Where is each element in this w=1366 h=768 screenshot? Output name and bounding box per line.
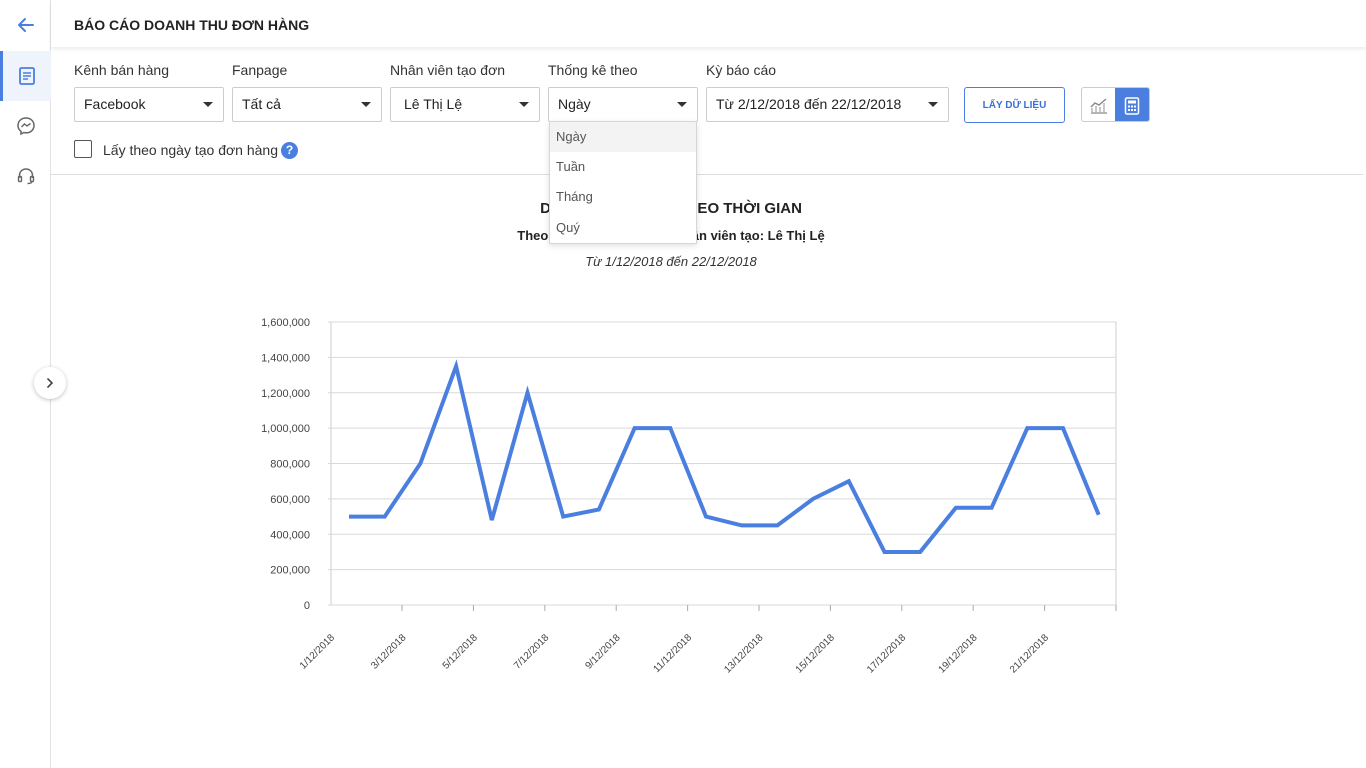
x-tick-label: 9/12/2018 — [583, 632, 623, 672]
caret-down-icon — [361, 102, 371, 107]
group-by-option-day[interactable]: Ngày — [550, 122, 696, 152]
employee-select[interactable]: Lê Thị Lệ — [390, 87, 540, 122]
table-view-button[interactable] — [1115, 88, 1149, 121]
calculator-icon — [1124, 96, 1140, 115]
divider — [51, 174, 1363, 175]
x-tick-label: 1/12/2018 — [298, 632, 338, 672]
page-header: BÁO CÁO DOANH THU ĐƠN HÀNG — [51, 0, 1366, 47]
fanpage-select[interactable]: Tất cả — [232, 87, 382, 122]
x-tick-label: 19/12/2018 — [937, 632, 980, 675]
group-by-value: Ngày — [558, 96, 591, 112]
period-label: Kỳ báo cáo — [706, 62, 777, 78]
y-tick-label: 600,000 — [270, 494, 310, 506]
y-tick-label: 800,000 — [270, 459, 310, 471]
channel-label: Kênh bán hàng — [74, 62, 169, 78]
by-created-date-label: Lấy theo ngày tạo đơn hàng — [103, 142, 278, 158]
chart-date-range: Từ 1/12/2018 đến 22/12/2018 — [585, 254, 757, 269]
x-tick-label: 21/12/2018 — [1008, 632, 1051, 675]
y-tick-label: 1,000,000 — [261, 423, 310, 435]
chart-subtitle-right: hân viên tạo: Lê Thị Lệ — [683, 228, 825, 243]
group-by-option-quarter[interactable]: Quý — [556, 220, 580, 235]
channel-select[interactable]: Facebook — [74, 87, 224, 122]
page-title: BÁO CÁO DOANH THU ĐƠN HÀNG — [74, 17, 310, 33]
group-by-select[interactable]: Ngày — [548, 87, 698, 122]
y-tick-label: 200,000 — [270, 565, 310, 577]
sidebar-item-report[interactable] — [0, 51, 51, 101]
document-icon — [19, 67, 35, 85]
chevron-right-icon — [47, 378, 54, 388]
period-value: Từ 2/12/2018 đến 22/12/2018 — [716, 96, 902, 112]
sidebar-item-support[interactable] — [0, 151, 51, 201]
messenger-icon — [16, 117, 35, 136]
group-by-option-week[interactable]: Tuần — [556, 159, 586, 174]
fanpage-label: Fanpage — [232, 62, 288, 78]
x-tick-label: 5/12/2018 — [441, 632, 481, 672]
channel-value: Facebook — [84, 96, 146, 112]
y-tick-label: 1,400,000 — [261, 352, 310, 364]
x-tick-label: 11/12/2018 — [651, 632, 694, 675]
group-by-option-month[interactable]: Tháng — [556, 189, 593, 204]
x-tick-label: 3/12/2018 — [369, 632, 409, 672]
expand-sidebar-button[interactable] — [34, 367, 66, 399]
group-by-dropdown: Ngày Tuần Tháng Quý — [549, 121, 697, 244]
headset-icon — [17, 168, 34, 185]
back-button[interactable] — [0, 0, 51, 50]
period-select[interactable]: Từ 2/12/2018 đến 22/12/2018 — [706, 87, 949, 122]
y-tick-label: 400,000 — [270, 529, 310, 541]
x-tick-label: 17/12/2018 — [865, 632, 908, 675]
x-tick-label: 13/12/2018 — [722, 632, 765, 675]
arrow-left-icon — [17, 18, 34, 32]
y-tick-label: 0 — [304, 600, 310, 612]
employee-value: Lê Thị Lệ — [404, 96, 463, 112]
chart-title-right: THEO THỜI GIAN — [677, 200, 802, 217]
by-created-date-checkbox[interactable] — [74, 140, 92, 158]
help-icon[interactable]: ? — [281, 142, 298, 159]
view-toggle — [1081, 87, 1150, 122]
fanpage-value: Tất cả — [242, 96, 281, 112]
get-data-button[interactable]: LẤY DỮ LIỆU — [964, 87, 1065, 123]
group-by-label: Thống kê theo — [548, 62, 638, 78]
line-view-button[interactable] — [1082, 88, 1115, 121]
plot-area — [330, 321, 1117, 606]
series-line — [349, 359, 1101, 554]
sidebar-item-chat[interactable] — [0, 101, 51, 151]
x-tick-label: 7/12/2018 — [512, 632, 552, 672]
employee-label: Nhân viên tạo đơn — [390, 62, 506, 78]
line-chart-icon — [1090, 97, 1107, 114]
y-tick-label: 1,600,000 — [261, 317, 310, 329]
x-tick-label: 15/12/2018 — [794, 632, 837, 675]
caret-down-icon — [519, 102, 529, 107]
caret-down-icon — [677, 102, 687, 107]
caret-down-icon — [928, 102, 938, 107]
y-tick-label: 1,200,000 — [261, 388, 310, 400]
caret-down-icon — [203, 102, 213, 107]
